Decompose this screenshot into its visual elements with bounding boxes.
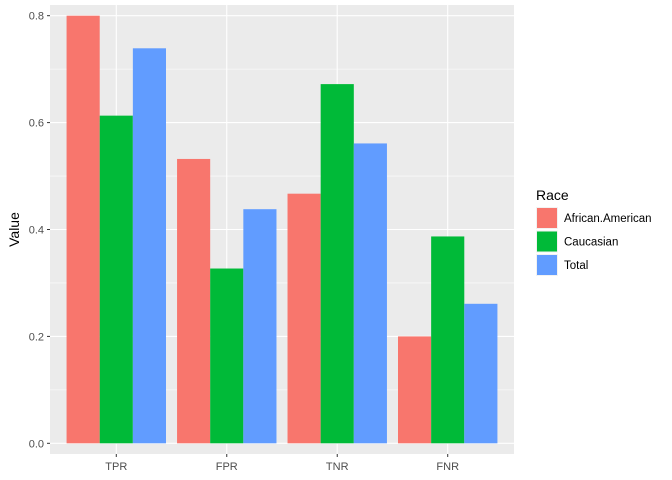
y-tick-label: 0.2 [29, 331, 44, 343]
y-tick-label: 0.0 [29, 438, 44, 450]
y-axis: 0.0 0.2 0.4 0.6 0.8 [29, 11, 50, 450]
y-tick-label: 0.4 [29, 225, 44, 237]
y-axis-title: Value [6, 212, 22, 247]
legend-label: Caucasian [564, 237, 618, 249]
x-tick-label: TPR [105, 461, 127, 473]
x-tick-label: TNR [326, 461, 349, 473]
legend-label: African.American [564, 213, 652, 225]
x-tick-label: FPR [216, 461, 238, 473]
legend-swatch [537, 231, 557, 252]
y-tick-label: 0.6 [29, 118, 44, 130]
legend-title: Race [536, 187, 569, 203]
bar-fnr-african-american [398, 336, 432, 444]
bar-fpr-african-american [177, 158, 211, 444]
bar-tpr-caucasian [99, 115, 133, 444]
bar-tpr-african-american [66, 15, 100, 444]
legend-label: Total [564, 260, 588, 272]
bar-tpr-total [132, 48, 166, 444]
legend-swatch [537, 255, 557, 275]
y-tick-label: 0.8 [29, 11, 44, 23]
legend-swatch [537, 208, 557, 228]
x-tick-label: FNR [436, 461, 459, 473]
bar-tnr-caucasian [320, 84, 354, 444]
bar-fpr-total [243, 209, 277, 444]
bar-tnr-african-american [287, 193, 321, 444]
bars [66, 15, 498, 444]
bar-fpr-caucasian [210, 268, 244, 444]
legend: Race African.American Caucasian Total [536, 187, 652, 276]
bar-tnr-total [353, 143, 387, 444]
bar-fnr-caucasian [431, 236, 465, 444]
bar-fnr-total [464, 303, 498, 444]
x-axis: TPR FPR TNR FNR [105, 454, 459, 473]
